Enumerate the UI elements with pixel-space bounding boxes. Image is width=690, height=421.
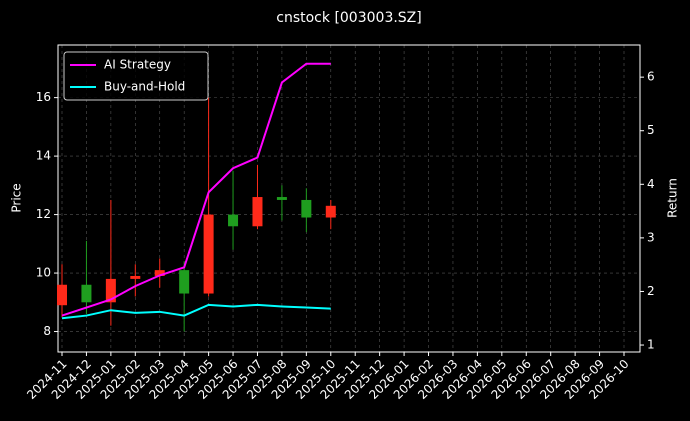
y-tick-label: 12 <box>36 207 51 221</box>
candle-body <box>252 197 263 227</box>
candle-body <box>203 214 214 294</box>
y2-tick-label: 6 <box>647 70 655 84</box>
legend-label: AI Strategy <box>104 58 171 72</box>
candle-body <box>301 199 312 218</box>
y-tick-label: 8 <box>43 324 51 338</box>
legend-label: Buy-and-Hold <box>104 80 185 94</box>
candle-body <box>105 278 116 303</box>
candle-body <box>81 284 92 303</box>
y2-tick-label: 4 <box>647 177 655 191</box>
y-tick-label: 10 <box>36 266 51 280</box>
line-series <box>61 303 331 320</box>
y2-tick-label: 3 <box>647 230 655 244</box>
candle-body <box>179 270 190 294</box>
y-tick-label: 14 <box>36 149 51 163</box>
candle-body <box>228 214 239 227</box>
y-axis-label: Price <box>10 183 24 212</box>
y2-tick-label: 2 <box>647 284 655 298</box>
candle-body <box>276 197 287 200</box>
y2-tick-label: 1 <box>647 338 655 352</box>
y2-axis-label: Return <box>666 178 680 218</box>
y-tick-label: 16 <box>36 90 51 104</box>
candle-body <box>57 284 67 306</box>
line-series <box>61 62 331 317</box>
candle-body <box>325 205 336 218</box>
legend-box <box>63 51 209 101</box>
candle-body <box>130 275 141 279</box>
plot-frame <box>57 44 641 353</box>
y2-tick-label: 5 <box>647 123 655 137</box>
chart-title: cnstock [003003.SZ] <box>276 10 421 26</box>
candle-body <box>154 270 165 276</box>
